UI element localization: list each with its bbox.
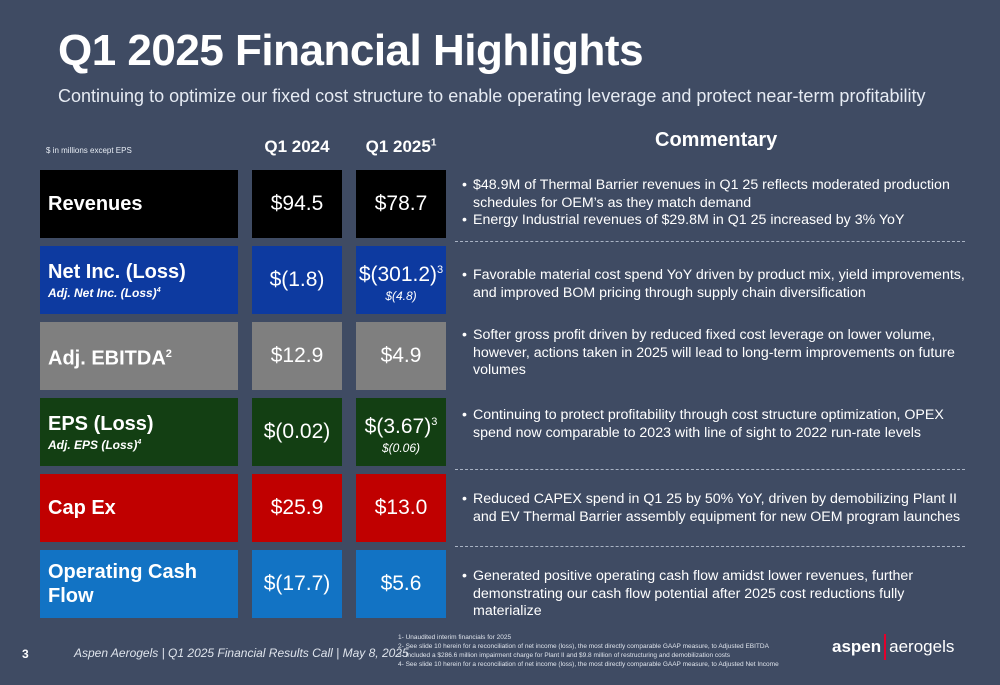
commentary-heading: Commentary bbox=[655, 129, 778, 151]
bullet: Softer gross profit driven by reduced fi… bbox=[462, 327, 972, 380]
cell-revenues-q1-2025: $78.7 bbox=[356, 170, 446, 238]
commentary-capex: Reduced CAPEX spend in Q1 25 by 50% YoY,… bbox=[462, 491, 972, 526]
footer-text: Aspen Aerogels | Q1 2025 Financial Resul… bbox=[74, 646, 409, 660]
commentary-net-income: Favorable material cost spend YoY driven… bbox=[462, 267, 972, 302]
units-note: $ in millions except EPS bbox=[46, 146, 132, 155]
divider bbox=[455, 469, 965, 470]
bullet: Continuing to protect profitability thro… bbox=[462, 407, 972, 442]
cell-eps-q1-2024: $(0.02) bbox=[252, 398, 342, 466]
footnotes: 1- Unaudited interim financials for 2025… bbox=[398, 633, 838, 669]
cell-capex-q1-2025: $13.0 bbox=[356, 474, 446, 542]
row-label-operating-cash-flow: Operating Cash Flow bbox=[40, 550, 238, 618]
cell-net-income-q1-2024: $(1.8) bbox=[252, 246, 342, 314]
bullet: Favorable material cost spend YoY driven… bbox=[462, 267, 972, 302]
row-label-capex: Cap Ex bbox=[40, 474, 238, 542]
commentary-revenues: $48.9M of Thermal Barrier revenues in Q1… bbox=[462, 177, 972, 230]
footnote: 3- Included a $286.6 million impairment … bbox=[398, 652, 731, 659]
divider bbox=[455, 241, 965, 242]
page-subtitle: Continuing to optimize our fixed cost st… bbox=[58, 86, 926, 106]
divider bbox=[455, 546, 965, 547]
commentary-adj-ebitda: Softer gross profit driven by reduced fi… bbox=[462, 327, 972, 380]
cell-revenues-q1-2024: $94.5 bbox=[252, 170, 342, 238]
bullet: $48.9M of Thermal Barrier revenues in Q1… bbox=[462, 177, 972, 212]
footnote: 4- See slide 10 herein for a reconciliat… bbox=[398, 661, 779, 668]
row-label-net-income: Net Inc. (Loss) Adj. Net Inc. (Loss)4 bbox=[40, 246, 238, 314]
row-label-eps: EPS (Loss) Adj. EPS (Loss)4 bbox=[40, 398, 238, 466]
row-label-adj-ebitda: Adj. EBITDA2 bbox=[40, 322, 238, 390]
cell-ocf-q1-2025: $5.6 bbox=[356, 550, 446, 618]
commentary-operating-cash-flow: Generated positive operating cash flow a… bbox=[462, 568, 972, 621]
column-header-q1-2024: Q1 2024 bbox=[264, 137, 330, 156]
commentary-eps: Continuing to protect profitability thro… bbox=[462, 407, 972, 442]
cell-adj-ebitda-q1-2025: $4.9 bbox=[356, 322, 446, 390]
cell-adj-ebitda-q1-2024: $12.9 bbox=[252, 322, 342, 390]
cell-eps-q1-2025: $(3.67)3 $(0.06) bbox=[356, 398, 446, 466]
page-number: 3 bbox=[22, 647, 29, 661]
footnote: 2- See slide 10 herein for a reconciliat… bbox=[398, 643, 769, 650]
footnote: 1- Unaudited interim financials for 2025 bbox=[398, 634, 512, 641]
column-header-q1-2025: Q1 20251 bbox=[365, 137, 437, 156]
cell-net-income-q1-2025: $(301.2)3 $(4.8) bbox=[356, 246, 446, 314]
page-title: Q1 2025 Financial Highlights bbox=[58, 26, 644, 75]
row-label-revenues: Revenues bbox=[40, 170, 238, 238]
bullet: Reduced CAPEX spend in Q1 25 by 50% YoY,… bbox=[462, 491, 972, 526]
bullet: Generated positive operating cash flow a… bbox=[462, 568, 972, 621]
bullet: Energy Industrial revenues of $29.8M in … bbox=[462, 212, 972, 230]
cell-ocf-q1-2024: $(17.7) bbox=[252, 550, 342, 618]
company-logo: aspen aerogels bbox=[832, 634, 954, 660]
cell-capex-q1-2024: $25.9 bbox=[252, 474, 342, 542]
